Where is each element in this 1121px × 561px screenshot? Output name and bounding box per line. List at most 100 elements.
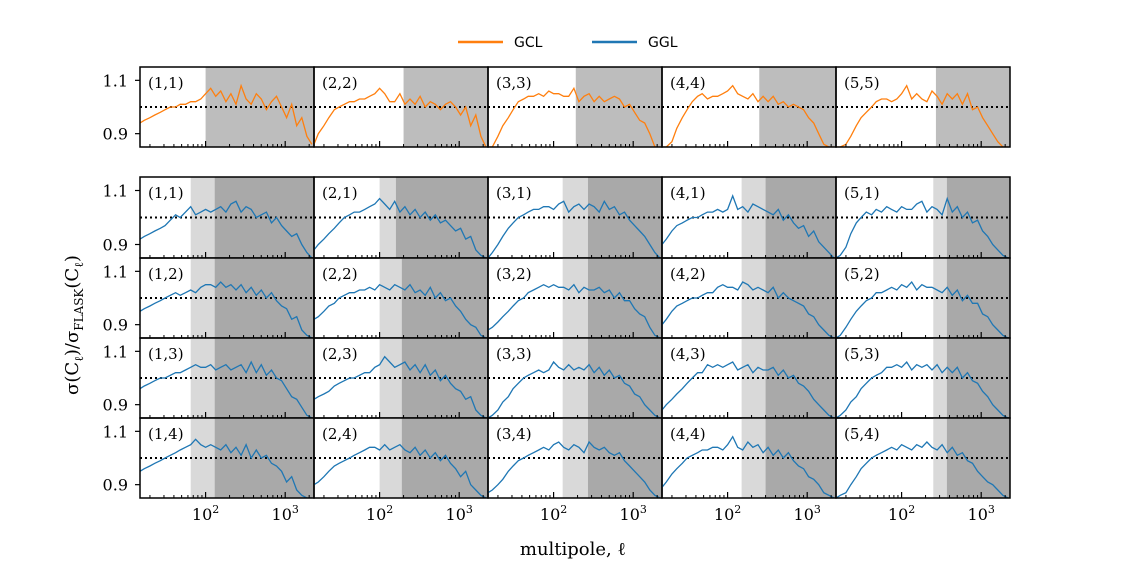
ggl-panel-r2-c5-shade-light <box>933 258 947 338</box>
ggl-yaxis-r4-tick-label: 1.1 <box>103 422 128 441</box>
x-axis-label: multipole, ℓ <box>520 539 626 560</box>
ggl-panel-r4-c5: 102 103 (5,4) <box>835 417 1011 524</box>
gcl-panel-5-plot-area <box>836 67 1010 147</box>
ggl-yaxis-r2: 1.1 0.9 <box>103 262 140 335</box>
ggl-panel-r4-c2-xtick-label: 102 <box>366 503 393 524</box>
ggl-panel-r4-c1-plot-area <box>140 418 314 498</box>
ggl-panel-r4-c1-xtick-label: 103 <box>272 503 299 524</box>
ggl-panel-r2-c5-label: (5,2) <box>844 265 880 283</box>
ggl-panel-r4-c3-plot-area <box>488 418 662 498</box>
ggl-panel-r4-c1-label: (1,4) <box>148 425 184 443</box>
ggl-panel-r4-c1-shade-dark <box>214 418 314 498</box>
ggl-panel-r3-c4-plot-area <box>662 338 836 418</box>
gcl-panel-2: (2,2) <box>313 66 489 148</box>
ggl-panel-r4-c4-series-line <box>662 435 835 498</box>
ggl-panel-r4-c2-ticks <box>323 492 484 498</box>
gcl-panel-3: (3,3) <box>487 66 663 148</box>
ggl-panel-r2-c3-series-line <box>488 283 661 338</box>
axis-labels: multipole, ℓ σ(Cℓ)/σFLASK(Cℓ) <box>62 255 626 560</box>
ggl-panel-r4-c5-frame <box>835 417 1011 499</box>
ggl-panel-r2-c2-plot-area <box>314 258 488 338</box>
ggl-panel-r1-c5-plot-area <box>836 177 1010 258</box>
ggl-panel-r4-c4-label: (4,4) <box>670 425 706 443</box>
ggl-panel-r1-c1-label: (1,1) <box>148 184 184 202</box>
ggl-panel-r3-c5-plot-area <box>836 338 1010 418</box>
ggl-panel-r1-c4-plot-area <box>662 177 836 258</box>
ggl-panel-r1-c2-label: (2,1) <box>322 184 358 202</box>
ggl-yaxis-r4: 1.1 0.9 <box>103 422 140 495</box>
ggl-panel-r1-c3: (3,1) <box>487 176 663 259</box>
gcl-panel-5-ticks <box>845 141 1006 147</box>
gcl-panel-5-series-line <box>836 84 1008 147</box>
gcl-panel-2-plot-area <box>314 67 488 147</box>
ggl-yaxis-r1-tick-label: 0.9 <box>103 236 128 255</box>
ggl-panel-r4-c3-ticks <box>497 492 658 498</box>
ggl-panel-r4-c3-xtick-label: 103 <box>620 503 647 524</box>
ggl-panel-r4-c4-xtick-label: 103 <box>794 503 821 524</box>
gcl-panel-2-label: (2,2) <box>322 74 358 92</box>
ggl-yaxis-r1: 1.1 0.9 <box>103 182 140 255</box>
ggl-panel-r3-c2: (2,3) <box>313 337 489 419</box>
legend-ggl-label: GGL <box>648 35 678 51</box>
ggl-panel-r1-c2-shade-light <box>379 177 396 258</box>
ggl-panel-r4-c1-series-line <box>140 438 312 498</box>
ggl-panel-r4-c1: 102 103 (1,4) <box>139 417 315 524</box>
ggl-panel-r2-c1-shade-dark <box>214 258 314 338</box>
ggl-yaxis-r1-tick-label: 1.1 <box>103 182 128 201</box>
ggl-panel-r1-c5-shade-light <box>933 177 947 258</box>
y-axis-label: σ(Cℓ)/σFLASK(Cℓ) <box>62 255 86 395</box>
ggl-panel-r3-c3-plot-area <box>488 338 662 418</box>
panel-grid: (1,1) (2,2) (3,3) (4,4) (5,5) 1.1 0.9 (1,1) (2,1… <box>103 66 1011 524</box>
ggl-panel-r2-c1-series-line <box>140 281 313 338</box>
ggl-panel-r3-c4-shade-dark <box>765 338 836 418</box>
ggl-panel-r2-c4-series-line <box>662 281 835 338</box>
ggl-panel-r3-c2-label: (2,3) <box>322 345 358 363</box>
ggl-panel-r3-c1-shade-light <box>190 338 215 418</box>
ggl-panel-r3-c3-label: (3,3) <box>496 345 532 363</box>
ggl-panel-r1-c5-ticks <box>845 252 1006 258</box>
gcl-panel-2-ticks <box>323 141 484 147</box>
ggl-panel-r3-c1: (1,3) <box>139 337 315 419</box>
gcl-panel-4-series-line <box>662 84 834 147</box>
ggl-panel-r1-c4: (4,1) <box>661 176 837 259</box>
ggl-panel-r4-c5-ticks <box>845 492 1006 498</box>
ggl-panel-r2-c5-plot-area <box>836 258 1010 338</box>
ggl-panel-r2-c1-shade-light <box>190 258 215 338</box>
ggl-panel-r3-c5-shade-light <box>933 338 947 418</box>
ggl-panel-r3-c1-label: (1,3) <box>148 345 184 363</box>
gcl-panel-3-series-line <box>488 86 660 147</box>
ggl-panel-r1-c2-plot-area <box>314 177 488 258</box>
ggl-panel-r1-c1: (1,1) <box>139 176 315 259</box>
ggl-panel-r3-c3-series-line <box>488 360 661 418</box>
gcl-panel-5-frame <box>835 66 1011 148</box>
ggl-panel-r1-c1-shade-dark <box>214 177 314 258</box>
ggl-panel-r4-c4-xtick-label: 102 <box>714 503 741 524</box>
ggl-panel-r1-c2-series-line <box>314 197 487 258</box>
ggl-panel-r4-c2: 102 103 (2,4) <box>313 417 489 524</box>
ggl-panel-r1-c3-plot-area <box>488 177 662 258</box>
gcl-panel-3-label: (3,3) <box>496 74 532 92</box>
ggl-panel-r4-c5-xtick-label: 102 <box>888 503 915 524</box>
gcl-panel-5: (5,5) <box>835 66 1011 148</box>
ggl-panel-r1-c5-series-line <box>836 196 1009 258</box>
gcl-panel-4: (4,4) <box>661 66 837 148</box>
ggl-panel-r3-c1-shade-dark <box>214 338 314 418</box>
ggl-panel-r1-c5: (5,1) <box>835 176 1011 259</box>
ggl-panel-r4-c2-xtick-label: 103 <box>446 503 473 524</box>
ggl-panel-r3-c4-series-line <box>662 361 835 418</box>
ggl-panel-r1-c3-label: (3,1) <box>496 184 532 202</box>
ggl-panel-r4-c5-plot-area <box>836 418 1010 498</box>
ggl-panel-r1-c3-series-line <box>488 199 661 258</box>
ggl-panel-r2-c2: (2,2) <box>313 257 489 339</box>
ggl-panel-r4-c4-plot-area <box>662 418 836 498</box>
ggl-panel-r3-c4-label: (4,3) <box>670 345 706 363</box>
gcl-panel-3-ticks <box>497 141 658 147</box>
ggl-panel-r1-c1-series-line <box>140 200 313 258</box>
ggl-panel-r4-c2-label: (2,4) <box>322 425 358 443</box>
ggl-panel-r2-c2-series-line <box>314 283 487 338</box>
ggl-panel-r1-c2: (2,1) <box>313 176 489 259</box>
gcl-yaxis: 1.1 0.9 <box>103 71 140 144</box>
ggl-yaxis-r2-tick-label: 0.9 <box>103 316 128 335</box>
ggl-panel-r3-c5-label: (5,3) <box>844 345 880 363</box>
